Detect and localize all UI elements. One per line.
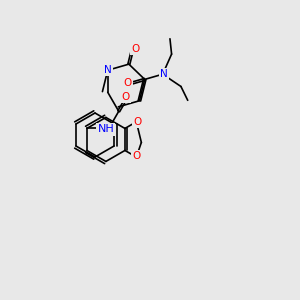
Text: N: N	[160, 69, 168, 79]
Text: NH: NH	[98, 124, 114, 134]
Text: O: O	[132, 151, 140, 161]
Text: O: O	[124, 78, 132, 88]
Text: N: N	[104, 65, 112, 75]
Text: O: O	[131, 44, 140, 54]
Text: O: O	[121, 92, 130, 102]
Text: O: O	[133, 117, 142, 127]
